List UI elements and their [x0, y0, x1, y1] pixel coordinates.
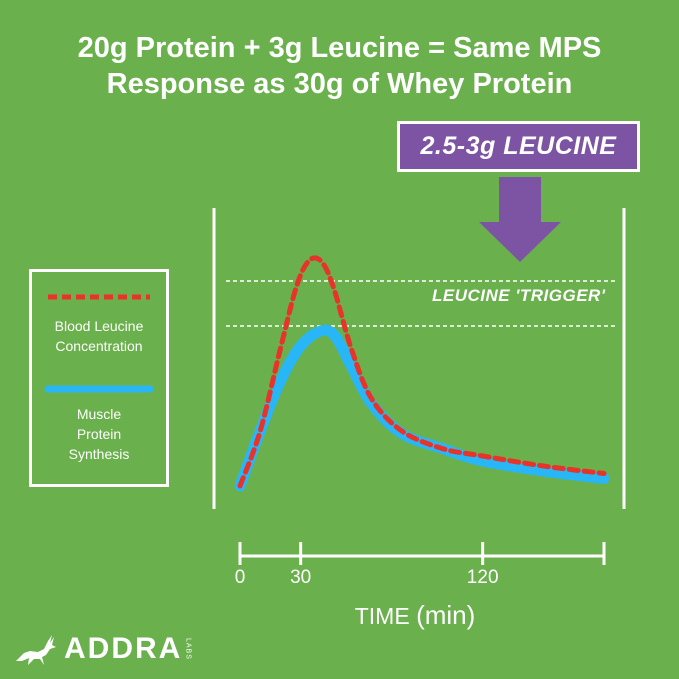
legend-leucine-label: Blood Leucine Concentration	[32, 316, 166, 356]
title-line-1: 20g Protein + 3g Leucine = Same MPS	[77, 32, 602, 64]
brand-logo: ADDRA LABS	[14, 629, 191, 669]
series-layer	[234, 255, 610, 492]
trigger-label: LEUCINE 'TRIGGER'	[432, 286, 606, 305]
legend-mps-line2: Protein	[76, 426, 122, 442]
legend-mps-line1: Muscle	[76, 406, 122, 422]
legend-leucine-line2: Concentration	[55, 338, 143, 354]
title-line-2: Response as 30g of Whey Protein	[106, 68, 573, 100]
x-tick-label-120: 120	[466, 567, 499, 588]
legend-mps-label: Muscle Protein Synthesis	[32, 404, 166, 464]
series-line-blood-leucine	[237, 255, 607, 489]
legend-leucine-line1: Blood Leucine	[54, 318, 144, 334]
x-axis-title: TIME (min)	[355, 600, 476, 631]
x-axis-label: TIME	[354, 603, 410, 629]
callout-label: 2.5-3g LEUCINE	[420, 132, 617, 160]
x-tick-label-0: 0	[234, 567, 246, 588]
tick-layer	[238, 542, 485, 565]
x-axis-unit: (min)	[416, 600, 476, 630]
logo-suffix: LABS	[184, 638, 192, 660]
x-tick-label-30: 30	[290, 567, 312, 588]
legend-mps-line3: Synthesis	[68, 446, 130, 462]
logo-name: ADDRA	[64, 632, 183, 665]
gazelle-icon	[16, 635, 56, 665]
callout-arrow	[479, 177, 561, 262]
legend-box: Blood Leucine Concentration Muscle Prote…	[29, 269, 169, 487]
leucine-callout-box: 2.5-3g LEUCINE	[397, 121, 640, 172]
chart-title: 20g Protein + 3g Leucine = Same MPS Resp…	[0, 30, 679, 102]
series-line-muscle-protein-synthesis	[234, 324, 610, 492]
